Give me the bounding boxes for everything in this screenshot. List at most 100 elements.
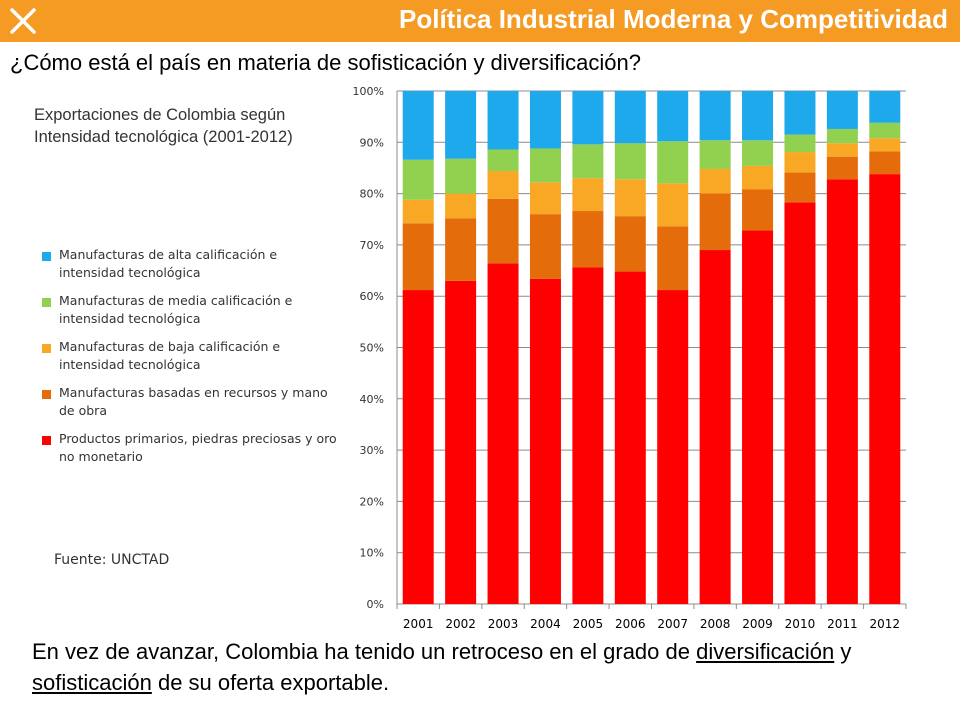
bar-segment-2012-series-4 xyxy=(869,91,901,123)
y-tick-label: 50% xyxy=(360,342,384,355)
bar-segment-2009-series-2 xyxy=(742,165,774,190)
legend-label-primarios: Productos primarios, piedras preciosas y… xyxy=(59,431,337,464)
bar-segment-2007-series-0 xyxy=(657,290,689,604)
x-tick-label: 2005 xyxy=(573,617,604,631)
y-tick-label: 90% xyxy=(360,136,384,149)
legend-item-alta: Manufacturas de alta calificación e inte… xyxy=(42,246,342,292)
legend-swatch-primarios xyxy=(42,436,51,445)
x-tick-label: 2007 xyxy=(657,617,688,631)
bar-segment-2005-series-0 xyxy=(572,267,604,604)
bar-segment-2001-series-2 xyxy=(402,199,434,224)
x-tick-label: 2008 xyxy=(700,617,731,631)
bar-segment-2012-series-0 xyxy=(869,174,901,604)
bar-segment-2012-series-1 xyxy=(869,151,901,175)
x-tick-label: 2011 xyxy=(827,617,858,631)
bar-segment-2005-series-3 xyxy=(572,144,604,179)
legend-swatch-recursos xyxy=(42,390,51,399)
bar-segment-2006-series-1 xyxy=(614,216,646,272)
legend-item-media: Manufacturas de media calificación e int… xyxy=(42,292,342,338)
bar-segment-2011-series-0 xyxy=(826,179,858,604)
bar-segment-2009-series-3 xyxy=(742,140,774,166)
legend-label-alta: Manufacturas de alta calificación e inte… xyxy=(59,247,278,280)
legend-item-recursos: Manufacturas basadas en recursos y mano … xyxy=(42,384,342,430)
x-tick-label: 2010 xyxy=(785,617,816,631)
bar-segment-2009-series-0 xyxy=(742,230,774,604)
bar-segment-2004-series-4 xyxy=(529,91,561,149)
bar-segment-2003-series-4 xyxy=(487,91,519,150)
bar-segment-2005-series-1 xyxy=(572,211,604,268)
y-tick-label: 80% xyxy=(360,188,384,201)
bar-segment-2011-series-2 xyxy=(826,143,858,157)
bar-segment-2001-series-0 xyxy=(402,290,434,604)
footer-text: En vez de avanzar, Colombia ha tenido un… xyxy=(32,636,942,698)
legend-item-primarios: Productos primarios, piedras preciosas y… xyxy=(42,430,342,476)
bar-segment-2004-series-2 xyxy=(529,182,561,215)
chart-title: Exportaciones de Colombia según Intensid… xyxy=(34,106,293,146)
x-tick-label: 2009 xyxy=(742,617,773,631)
y-tick-label: 40% xyxy=(360,393,384,406)
bar-segment-2002-series-4 xyxy=(445,91,477,159)
bar-segment-2011-series-1 xyxy=(826,156,858,180)
bar-segment-2005-series-2 xyxy=(572,178,604,212)
bar-segment-2010-series-1 xyxy=(784,172,816,203)
bar-segment-2007-series-4 xyxy=(657,91,689,142)
bar-segment-2006-series-4 xyxy=(614,91,646,144)
footer-sofisticacion: sofisticación xyxy=(32,670,152,695)
source-note: Fuente: UNCTAD xyxy=(54,552,170,568)
footer-part-1: En vez de avanzar, Colombia ha tenido un… xyxy=(32,639,697,664)
bar-segment-2007-series-3 xyxy=(657,141,689,184)
logo-icon xyxy=(10,8,36,34)
bar-segment-2010-series-0 xyxy=(784,202,816,605)
y-tick-label: 60% xyxy=(360,290,384,303)
x-tick-label: 2003 xyxy=(488,617,519,631)
y-tick-label: 10% xyxy=(360,547,384,560)
legend-item-baja: Manufacturas de baja calificación e inte… xyxy=(42,338,342,384)
page-subtitle: ¿Cómo está el país en materia de sofisti… xyxy=(10,50,641,75)
x-tick-label: 2004 xyxy=(530,617,561,631)
bar-segment-2004-series-1 xyxy=(529,214,561,279)
bar-segment-2003-series-2 xyxy=(487,171,519,199)
bar-segment-2003-series-3 xyxy=(487,149,519,172)
y-tick-label: 70% xyxy=(360,239,384,252)
bar-segment-2002-series-1 xyxy=(445,218,477,281)
bar-segment-2005-series-4 xyxy=(572,91,604,145)
legend-swatch-media xyxy=(42,298,51,307)
bar-segment-2002-series-3 xyxy=(445,158,477,194)
bar-segment-2001-series-4 xyxy=(402,91,434,160)
bar-segment-2009-series-1 xyxy=(742,189,774,231)
bar-segment-2010-series-4 xyxy=(784,91,816,135)
legend-label-media: Manufacturas de media calificación e int… xyxy=(59,293,293,326)
bar-segment-2012-series-3 xyxy=(869,122,901,139)
bar-segment-2007-series-2 xyxy=(657,183,689,227)
y-tick-label: 30% xyxy=(360,444,384,457)
bar-segment-2003-series-0 xyxy=(487,263,519,604)
legend-label-baja: Manufacturas de baja calificación e inte… xyxy=(59,339,281,372)
bar-segment-2003-series-1 xyxy=(487,198,519,264)
bar-segment-2010-series-3 xyxy=(784,134,816,153)
bar-segment-2001-series-1 xyxy=(402,223,434,291)
x-tick-label: 2006 xyxy=(615,617,646,631)
bar-segment-2006-series-3 xyxy=(614,143,646,180)
legend-swatch-baja xyxy=(42,344,51,353)
bar-segment-2011-series-3 xyxy=(826,128,858,144)
bar-segment-2008-series-2 xyxy=(699,168,731,194)
x-tick-label: 2012 xyxy=(870,617,901,631)
y-tick-label: 20% xyxy=(360,495,384,508)
bar-segment-2002-series-2 xyxy=(445,193,477,219)
bar-segment-2009-series-4 xyxy=(742,91,774,141)
bar-segment-2001-series-3 xyxy=(402,159,434,200)
bar-segment-2008-series-0 xyxy=(699,250,731,604)
bar-segment-2004-series-3 xyxy=(529,148,561,183)
header-title: Política Industrial Moderna y Competitiv… xyxy=(399,4,948,34)
x-tick-label: 2002 xyxy=(445,617,476,631)
chart-legend: Manufacturas de alta calificación e inte… xyxy=(42,246,342,476)
y-tick-label: 0% xyxy=(367,598,384,611)
footer-part-3: de su oferta exportable. xyxy=(151,670,390,695)
y-tick-label: 100% xyxy=(353,85,384,98)
bar-segment-2008-series-4 xyxy=(699,91,731,141)
bar-segment-2004-series-0 xyxy=(529,278,561,604)
footer-part-2: y xyxy=(834,639,852,664)
bar-segment-2008-series-3 xyxy=(699,140,731,169)
bar-segment-2011-series-4 xyxy=(826,91,858,129)
